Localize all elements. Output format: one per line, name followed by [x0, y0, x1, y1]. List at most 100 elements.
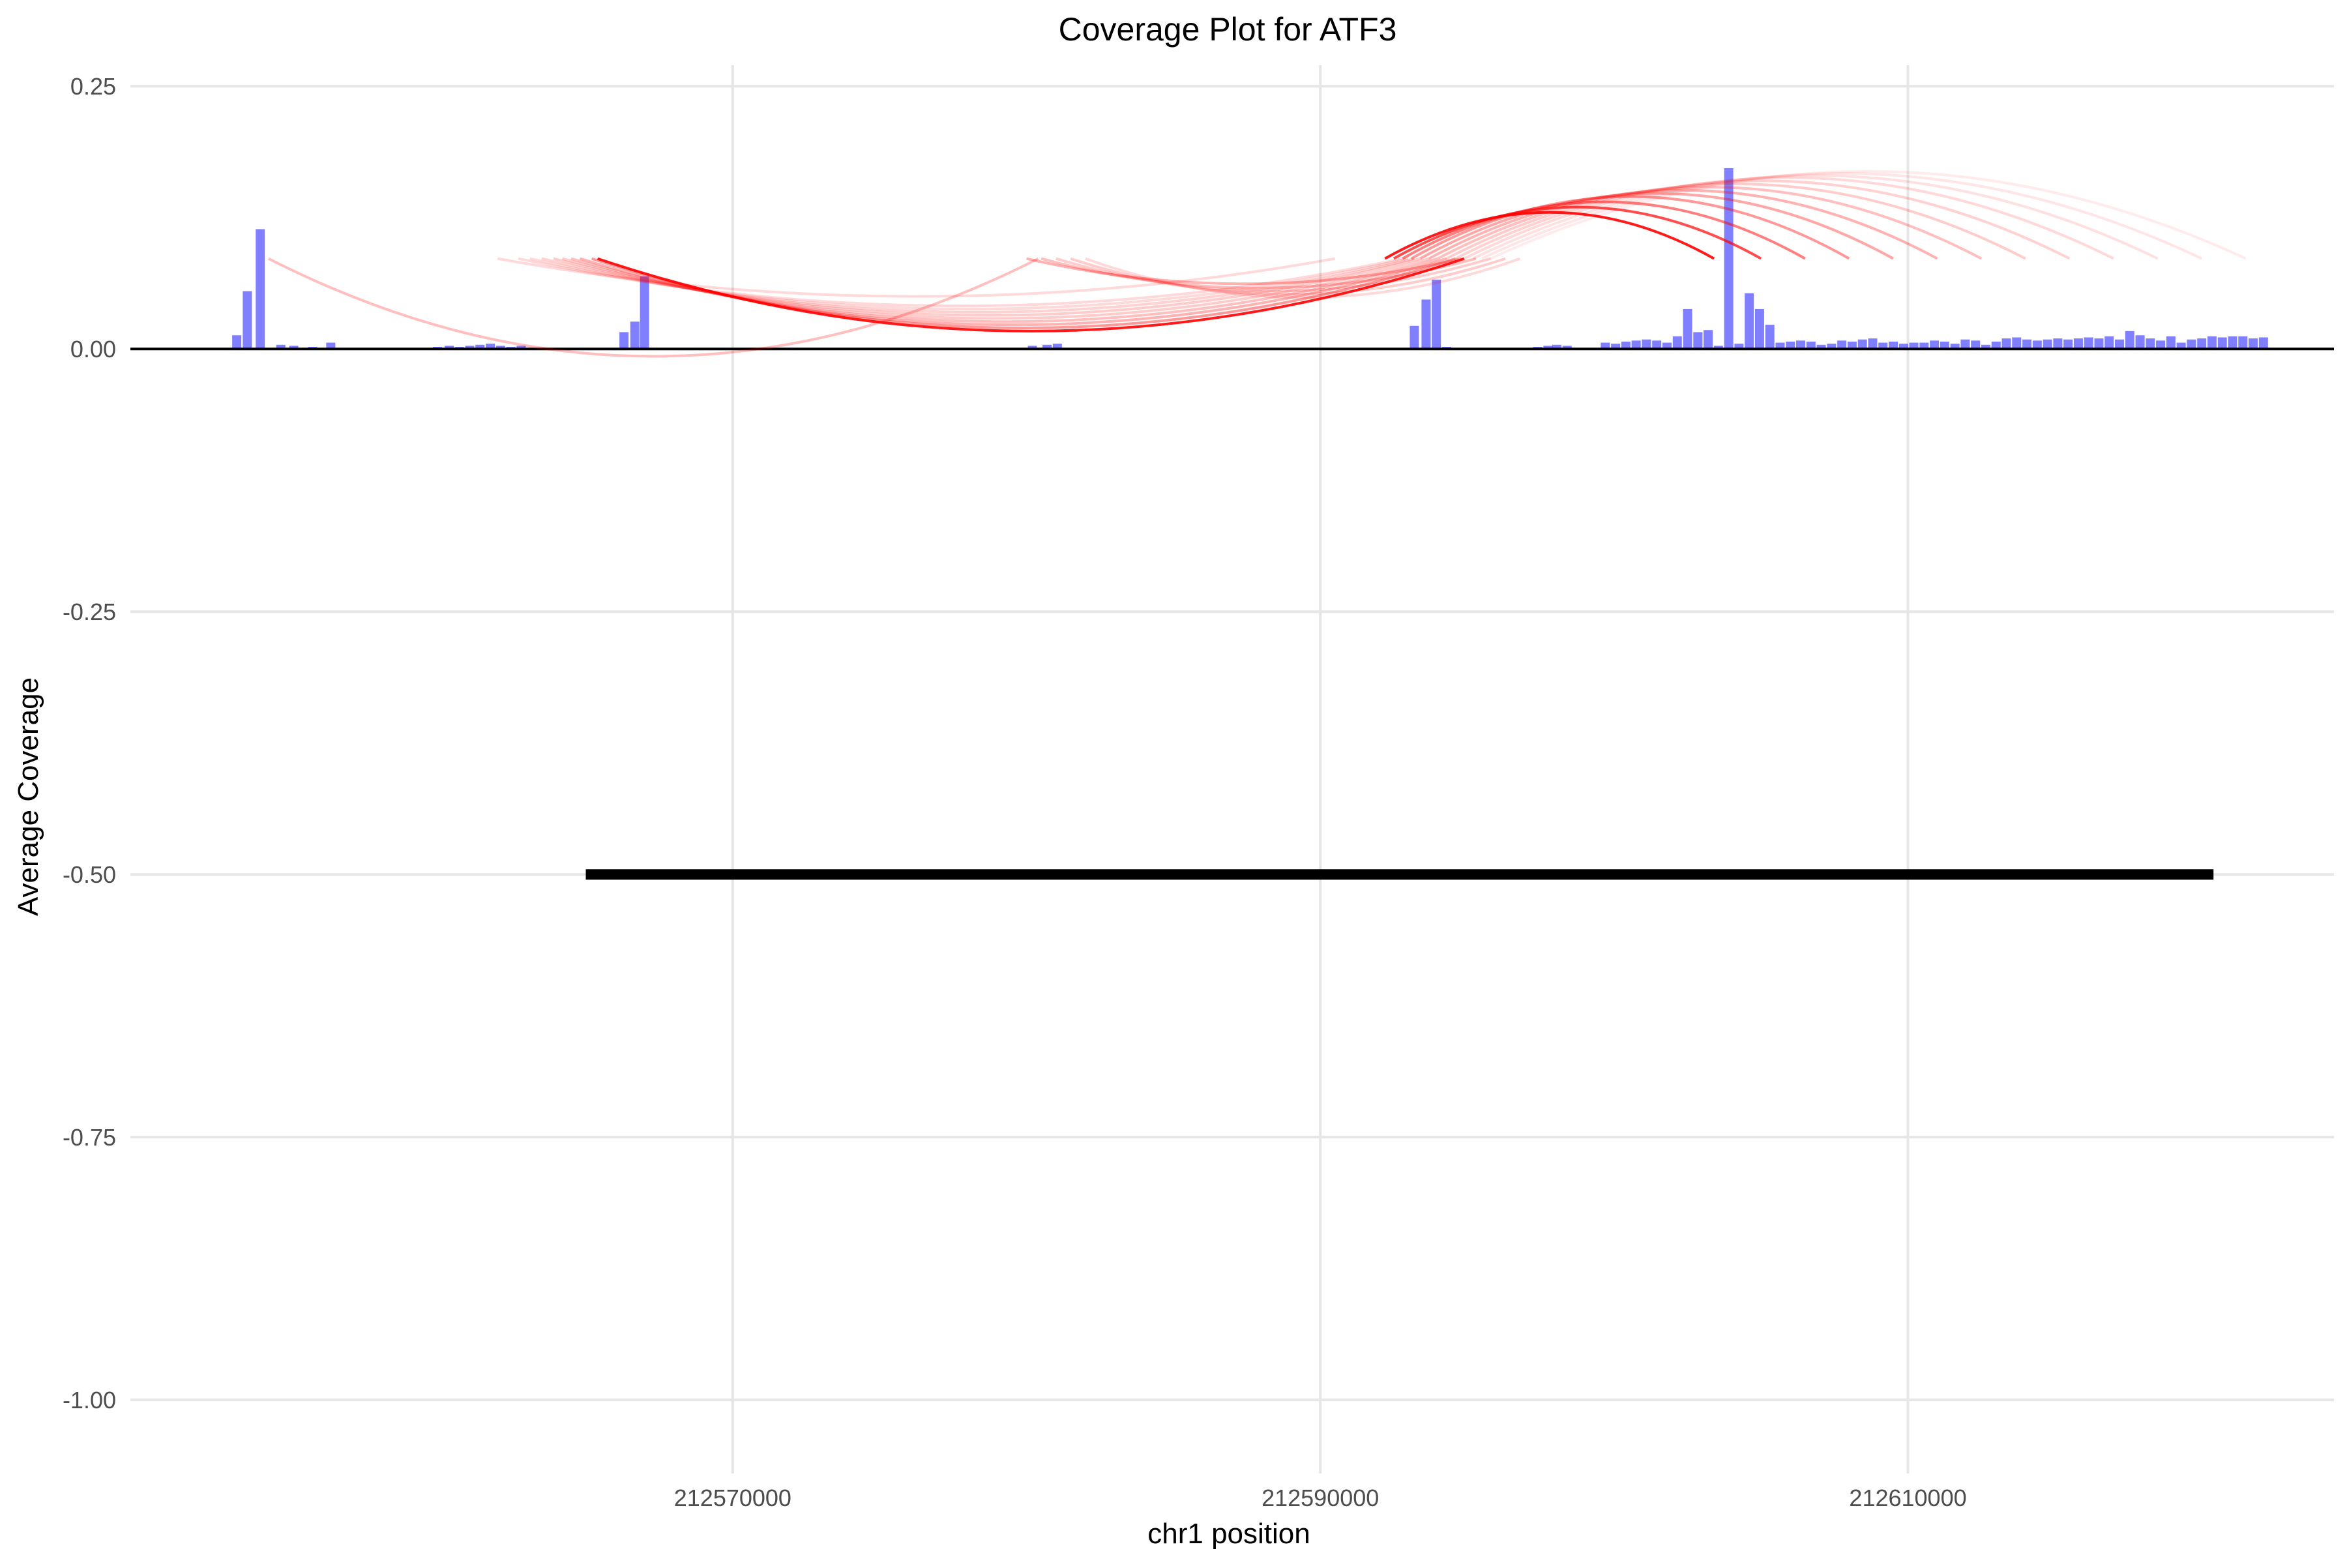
coverage-bar [1765, 325, 1775, 349]
coverage-bar [486, 344, 495, 349]
coverage-bar [1562, 346, 1572, 349]
coverage-bar [1806, 341, 1816, 349]
junction-arc [1472, 174, 2159, 260]
junction-arc [1428, 188, 1938, 260]
junction-arc [1490, 170, 2247, 260]
coverage-bar [2258, 337, 2268, 349]
coverage-bar [1693, 332, 1703, 349]
coverage-bar [1421, 299, 1431, 349]
y-tick-label: -1.00 [63, 1387, 116, 1413]
junction-arc [1402, 200, 1806, 260]
x-tick-label: 212610000 [1849, 1485, 1966, 1511]
coverage-bar [2166, 336, 2176, 349]
coverage-bar [1601, 342, 1610, 349]
coverage-bar [2063, 339, 2073, 349]
chart-title: Coverage Plot for ATF3 [1059, 11, 1397, 48]
coverage-bar [2125, 331, 2134, 349]
coverage-bar [2207, 336, 2217, 349]
coverage-bar [2187, 339, 2196, 349]
y-tick-label: -0.75 [63, 1124, 116, 1151]
junction-arc [1419, 192, 1894, 260]
bar-layer [232, 168, 2268, 349]
coverage-bar [2135, 335, 2145, 349]
coverage-bar [1940, 341, 1949, 349]
coverage-bar [2022, 339, 2032, 349]
y-tick-label: 0.25 [70, 73, 116, 100]
coverage-bar [475, 344, 485, 349]
coverage-bar [1410, 325, 1419, 349]
y-tick-label: -0.25 [63, 599, 116, 625]
coverage-bar [1971, 340, 1981, 349]
junction-arc [267, 257, 1039, 358]
coverage-bar [1950, 344, 1960, 349]
x-axis-title: chr1 position [1147, 1518, 1310, 1550]
coverage-bar [1683, 308, 1692, 349]
coverage-bar [1543, 346, 1553, 349]
coverage-bar [2115, 339, 2125, 349]
coverage-bar [1919, 342, 1929, 349]
junction-arc [1041, 257, 1477, 289]
coverage-bar [1981, 344, 1990, 349]
coverage-bar [2032, 340, 2042, 349]
coverage-bar [2001, 338, 2011, 349]
coverage-bar [1868, 338, 1878, 349]
junction-arc [579, 257, 1447, 327]
junction-arc [570, 257, 1439, 323]
junction-arc [1055, 257, 1492, 293]
junction-arc [1464, 176, 2114, 260]
junction-arc [1084, 257, 1521, 299]
coverage-bar [2094, 338, 2104, 349]
coverage-bar [1745, 293, 1754, 349]
coverage-bar [495, 346, 505, 349]
junction-arc [1437, 186, 1983, 260]
junction-arc [591, 257, 1456, 329]
coverage-bar [2238, 336, 2248, 349]
y-axis-title: Average Coverage [12, 677, 44, 916]
coverage-bar [2156, 340, 2166, 349]
coverage-bar [1878, 342, 1888, 349]
coverage-bar [1754, 308, 1764, 349]
coverage-bar [1027, 346, 1037, 349]
coverage-bar [1621, 341, 1631, 349]
coverage-bar [1960, 339, 1970, 349]
coverage-bar [2104, 336, 2114, 349]
junction-arc [518, 257, 1403, 308]
junction-arc [529, 257, 1409, 310]
coverage-bar [1786, 341, 1795, 349]
coverage-bar [1930, 340, 1940, 349]
coverage-bar [630, 321, 640, 349]
y-tick-label: 0.00 [70, 336, 116, 362]
coverage-bar [2249, 338, 2258, 349]
coverage-bar [1724, 168, 1734, 349]
coverage-bar [1827, 344, 1837, 349]
coverage-bar [1816, 344, 1826, 349]
coverage-bar [243, 291, 252, 349]
junction-arc [1026, 257, 1462, 286]
junction-arc [1446, 183, 2026, 260]
coverage-bar [1837, 340, 1847, 349]
coverage-bar [1662, 342, 1672, 349]
junction-arc [497, 257, 1336, 298]
coverage-bar [1898, 344, 1908, 349]
junction-arc [1481, 172, 2203, 260]
coverage-bar [516, 346, 526, 349]
coverage-bar [1642, 339, 1651, 349]
junction-arc [561, 257, 1430, 320]
coverage-bar [289, 346, 299, 349]
junction-arc [553, 257, 1421, 317]
coverage-bar [1552, 344, 1561, 349]
junction-arc [1410, 195, 1850, 260]
coverage-bar [1796, 340, 1806, 349]
coverage-bar [1052, 344, 1062, 349]
coverage-bar [1909, 342, 1919, 349]
coverage-bar [256, 229, 265, 349]
coverage-bar [1857, 339, 1867, 349]
coverage-bar [326, 342, 336, 349]
coverage-bar [1631, 340, 1641, 349]
coverage-bar [444, 346, 454, 349]
coverage-bar [1611, 344, 1621, 349]
coverage-bar [1889, 341, 1898, 349]
coverage-bar [2217, 337, 2227, 349]
